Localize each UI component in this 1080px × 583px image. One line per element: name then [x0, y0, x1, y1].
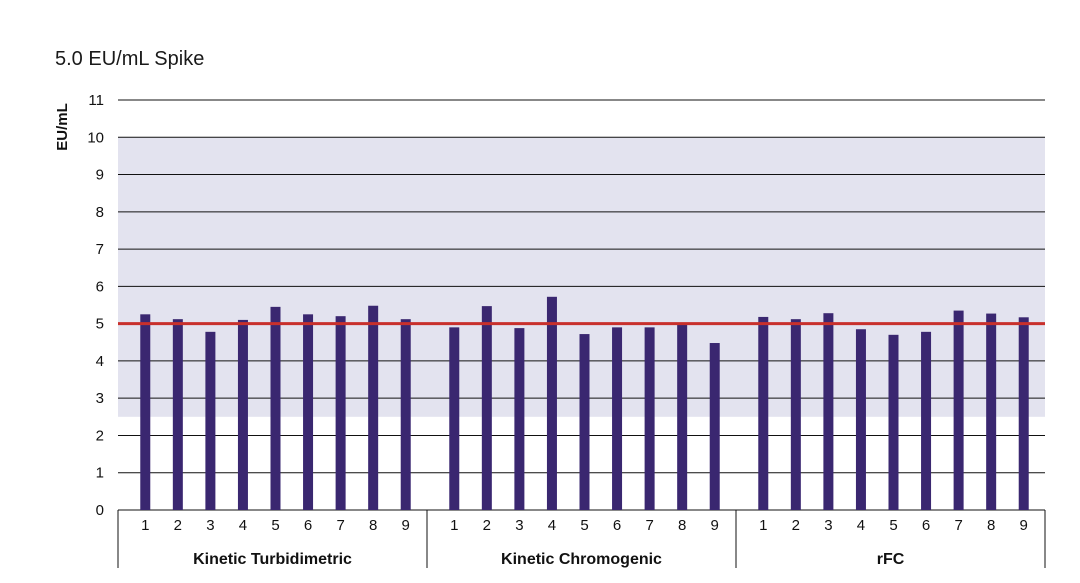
- x-tick-label: 1: [759, 517, 767, 534]
- bar: [953, 310, 964, 510]
- y-tick-label: 8: [96, 204, 104, 221]
- x-tick-label: 5: [889, 517, 897, 534]
- bar: [172, 319, 183, 510]
- bar: [709, 343, 720, 510]
- bar: [270, 306, 281, 510]
- x-tick-label: 7: [645, 517, 653, 534]
- bar: [612, 327, 623, 510]
- y-tick-label: 3: [96, 390, 104, 407]
- bar: [855, 329, 866, 510]
- bar: [205, 331, 216, 510]
- x-tick-label: 6: [613, 517, 621, 534]
- x-tick-label: 5: [580, 517, 588, 534]
- bar: [400, 319, 411, 510]
- x-tick-label: 3: [206, 517, 214, 534]
- bar: [546, 296, 557, 510]
- y-tick-label: 7: [96, 241, 104, 258]
- bar: [579, 334, 590, 510]
- y-tick-label: 2: [96, 427, 104, 444]
- bar: [921, 331, 932, 510]
- bar: [140, 314, 151, 510]
- x-tick-label: 9: [1020, 517, 1028, 534]
- x-tick-label: 3: [515, 517, 523, 534]
- y-tick-label: 4: [96, 353, 104, 370]
- bar: [644, 327, 655, 510]
- x-tick-label: 8: [678, 517, 686, 534]
- x-tick-label: 4: [239, 517, 247, 534]
- bar: [1018, 317, 1029, 510]
- y-tick-label: 0: [96, 502, 104, 519]
- x-tick-label: 6: [922, 517, 930, 534]
- y-tick-label: 10: [87, 129, 104, 146]
- x-tick-label: 1: [141, 517, 149, 534]
- group-label: rFC: [877, 551, 905, 568]
- bar: [888, 334, 899, 510]
- y-tick-label: 5: [96, 316, 104, 333]
- x-tick-label: 9: [402, 517, 410, 534]
- x-tick-label: 2: [483, 517, 491, 534]
- y-tick-label: 1: [96, 465, 104, 482]
- x-tick-label: 9: [711, 517, 719, 534]
- x-tick-label: 3: [824, 517, 832, 534]
- group-label: Kinetic Chromogenic: [501, 551, 662, 568]
- y-tick-label: 6: [96, 278, 104, 295]
- chart-title: 5.0 EU/mL Spike: [55, 48, 205, 70]
- bar: [677, 323, 688, 510]
- x-tick-label: 8: [369, 517, 377, 534]
- y-tick-label: 11: [88, 92, 104, 109]
- bar: [335, 316, 346, 510]
- y-axis-label: EU/mL: [54, 103, 71, 151]
- x-tick-label: 2: [174, 517, 182, 534]
- x-tick-label: 4: [548, 517, 556, 534]
- x-tick-label: 7: [954, 517, 962, 534]
- bar: [303, 314, 314, 510]
- x-tick-label: 5: [271, 517, 279, 534]
- x-tick-label: 7: [336, 517, 344, 534]
- bar: [368, 305, 379, 510]
- bar: [481, 306, 492, 510]
- bar: [790, 319, 801, 510]
- bar: [237, 319, 248, 510]
- x-tick-label: 8: [987, 517, 995, 534]
- x-tick-label: 4: [857, 517, 865, 534]
- bar: [449, 327, 460, 510]
- bar: [758, 316, 769, 510]
- x-tick-label: 6: [304, 517, 312, 534]
- bar: [823, 313, 834, 510]
- y-tick-label: 9: [96, 167, 104, 184]
- bar: [986, 313, 997, 510]
- x-tick-label: 2: [792, 517, 800, 534]
- bar: [514, 328, 525, 510]
- x-tick-label: 1: [450, 517, 458, 534]
- group-label: Kinetic Turbidimetric: [193, 551, 352, 568]
